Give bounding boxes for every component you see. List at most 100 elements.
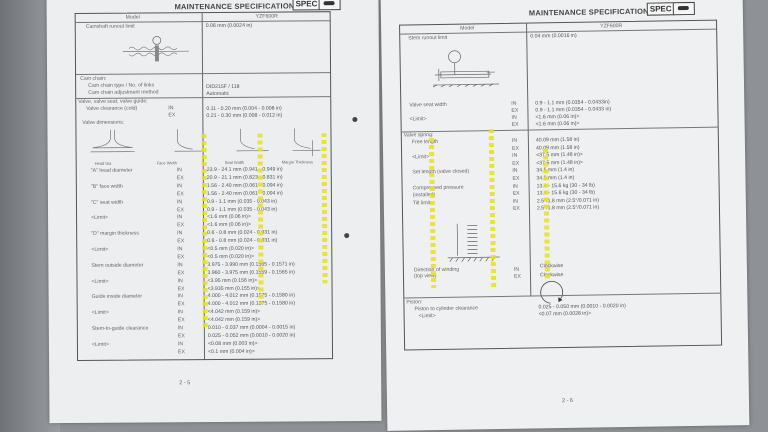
camshaft-runout-label: Camshaft runout limit <box>85 23 135 30</box>
row-side: IN <box>177 309 183 316</box>
manual-page-right: MAINTENANCE SPECIFICATIONS SPEC Model YZ… <box>380 0 750 431</box>
wrench-icon <box>318 0 341 11</box>
row-side: IN <box>512 198 519 205</box>
stem-runout-label: Stem runout limit <box>408 34 448 42</box>
binder-hole <box>352 116 358 123</box>
model-label: Model <box>125 14 140 21</box>
row-side: IN <box>177 341 184 348</box>
row-label: Stem-to-guide clearance <box>91 325 149 332</box>
spec-table-left: Model YZF600R Camshaft runout limit 0.06… <box>74 11 334 361</box>
row-side: EX <box>177 222 185 229</box>
winding-ex-value: Clockwise <box>539 272 564 279</box>
row-side: EX <box>177 348 185 355</box>
row-value: <4.042 mm (0.159 in)> <box>207 316 261 324</box>
valve-clearance-label: Valve clearance (cold) <box>86 105 138 112</box>
page-number: 2 - 5 <box>179 380 191 387</box>
valve-dimensions-label: Valve dimensions: <box>82 119 125 126</box>
row-value: 0.010 - 0.037 mm (0.0004 - 0.0015 in) <box>207 324 296 332</box>
row-side: EX <box>512 206 520 213</box>
side-label: EX <box>513 273 521 280</box>
clockwise-arrow-icon <box>540 280 564 304</box>
row-side: EX <box>511 107 519 114</box>
row-side: IN <box>177 277 183 284</box>
winding-in-value: Clockwise <box>539 263 564 270</box>
row-side: IN <box>511 137 518 144</box>
watermark <box>321 133 328 284</box>
row-label: "A" head diameter <box>90 167 133 174</box>
row-value: <1.6 mm (0.06 in)> <box>535 113 580 121</box>
model-label: Model <box>460 25 475 32</box>
figure-caption: Margin Thickness <box>281 159 313 165</box>
row-value: <0.08 mm (0.003 in)> <box>207 340 258 347</box>
row-side: IN <box>177 293 183 300</box>
cam-chain-type-value: DID215F / 118 <box>206 83 240 91</box>
row-side: IN <box>511 100 517 107</box>
row-value: 1.56 - 2.40 mm (0.061 - 0.094 in) <box>206 182 283 189</box>
row-value: <1.6 mm (0.06 in)> <box>207 222 251 229</box>
row-label: Tilt limit <box>412 199 431 207</box>
row-side: EX <box>176 190 184 197</box>
row-value: 1.56 - 2.40 mm (0.061 - 0.094 in) <box>206 190 283 197</box>
row-side: IN <box>177 230 183 237</box>
manual-page-left: MAINTENANCE SPECIFICATIONS SPEC Model YZ… <box>46 0 382 424</box>
row-value: 0.9 - 1.1 mm (0.035 - 0.043 in) <box>206 198 278 205</box>
row-value: <0.1 mm (0.004 in)> <box>207 348 255 355</box>
row-value: <3.935 mm (0.155 in)> <box>207 285 261 292</box>
valve-clearance-ex: 0.21 - 0.30 mm (0.008 - 0.012 in) <box>206 112 283 120</box>
wrench-icon <box>672 1 695 16</box>
row-label: "C" seat width <box>90 199 124 206</box>
figure-caption: Head Dia <box>94 160 112 166</box>
row-value: 20.9 - 21.1 mm (0.823 - 0.831 in) <box>206 174 283 181</box>
row-side: IN <box>177 246 183 253</box>
row-side: IN <box>512 152 518 160</box>
model-value: YZF600R <box>600 23 623 30</box>
spec-badge: SPEC <box>646 2 675 16</box>
row-side: IN <box>512 168 518 175</box>
row-value: 0.9 - 1.1 mm (0.035 - 0.043 in) <box>206 206 278 213</box>
page-number: 2 - 6 <box>561 397 574 405</box>
spec-table-right: Model YZF600R Stem runout limit 0.04 mm … <box>399 19 723 351</box>
row-value: 34.5 mm (1.4 in) <box>536 174 575 182</box>
spring-tilt-diagram-icon <box>447 223 500 263</box>
piston-limit-label: <Limit> <box>418 313 436 320</box>
row-value: <4.042 mm (0.159 in)> <box>207 308 261 316</box>
row-value: 0.9 - 1.1 mm (0.0354 - 0.0433 in) <box>535 106 612 114</box>
row-label: Compressed pressure <box>412 184 464 191</box>
row-label: <Limit> <box>412 154 430 161</box>
row-value: 3.960 - 3.975 mm (0.1559 - 0.1565 in) <box>207 269 295 276</box>
row-value: 0.6 - 0.8 mm (0.024 - 0.031 in) <box>207 237 278 245</box>
camshaft-runout-value: 0.06 mm (0.0024 in) <box>205 22 253 30</box>
binder-hole <box>344 233 350 239</box>
row-value: 0.025 - 0.052 mm (0.0010 - 0.0020 in) <box>207 332 296 339</box>
piston-label: Piston: <box>406 299 423 306</box>
row-side: EX <box>177 238 185 245</box>
row-side: EX <box>177 317 185 324</box>
row-value: <1.6 mm (0.06 in)> <box>207 214 251 221</box>
row-label: <Limit> <box>91 341 109 348</box>
row-label: "B" face width <box>90 183 123 190</box>
page-header-title: MAINTENANCE SPECIFICATIONS <box>528 6 655 18</box>
row-side: EX <box>512 190 520 198</box>
row-side: EX <box>512 175 520 182</box>
row-value: 3.975 - 3.990 mm (0.1565 - 0.1571 in) <box>207 261 295 268</box>
stem-runout-gauge-icon <box>432 50 499 88</box>
row-side: EX <box>511 121 519 128</box>
side-label: IN <box>513 266 520 273</box>
row-value: <0.5 mm (0.020 in)> <box>207 245 255 253</box>
row-side: EX <box>177 254 185 261</box>
row-side: EX <box>177 301 185 308</box>
row-value: 0.9 - 1.1 mm (0.0354 - 0.0433in) <box>535 99 610 107</box>
spec-badge: SPEC <box>292 0 321 11</box>
figure-caption: Seat Width <box>224 159 245 165</box>
row-side: EX <box>511 145 519 152</box>
model-value: YZF600R <box>255 13 278 20</box>
row-side: IN <box>511 114 517 121</box>
row-side: EX <box>177 269 185 276</box>
valve-clearance-in: 0.11 - 0.20 mm (0.004 - 0.008 in) <box>206 105 282 113</box>
row-label: Free length <box>411 138 439 146</box>
row-side: EX <box>177 285 185 292</box>
row-side: IN <box>176 167 182 174</box>
row-side: IN <box>512 183 518 190</box>
valve-dimension-figures-icon <box>90 128 321 157</box>
row-label: <Limit> <box>91 309 109 317</box>
